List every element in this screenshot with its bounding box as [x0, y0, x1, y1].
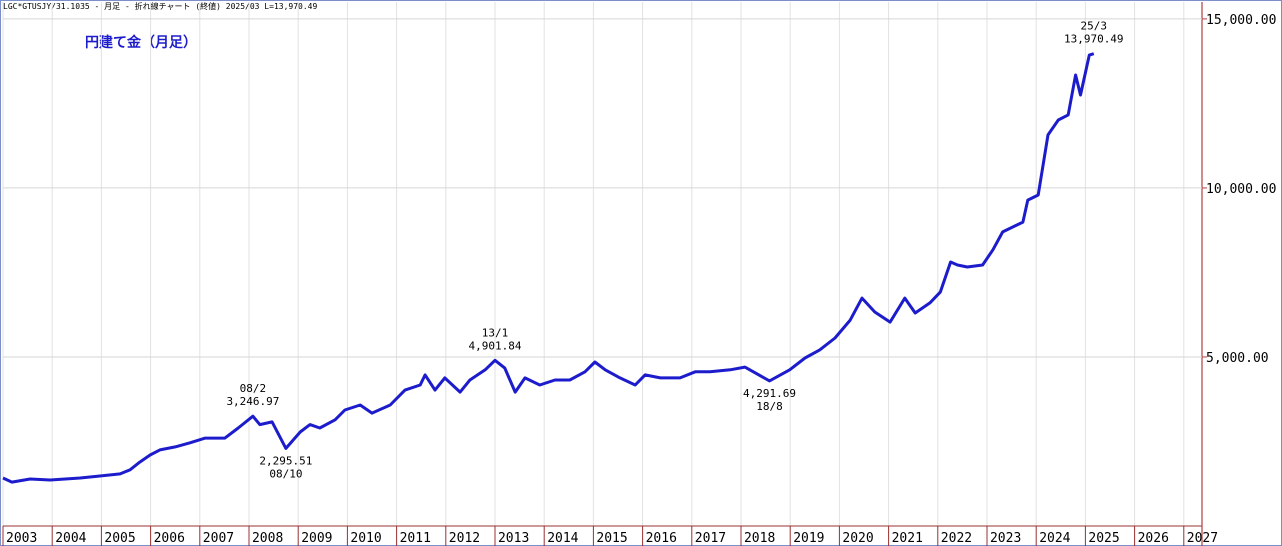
x-tick-label: 2026 [1138, 531, 1169, 546]
x-tick-label: 2004 [55, 531, 86, 546]
date-label: 13/1 [482, 326, 509, 339]
x-tick-label: 2010 [350, 531, 381, 546]
x-tick-label: 2015 [596, 531, 627, 546]
value-label: 4,291.69 [743, 387, 796, 400]
x-tick-label: 2020 [842, 531, 873, 546]
value-label: 3,246.97 [226, 395, 279, 408]
chart-header: LGC*GTUSJY/31.1035 - 月足 - 折れ線チャート (終値) 2… [3, 1, 317, 11]
date-label: 08/2 [240, 382, 267, 395]
x-tick-label: 2014 [547, 531, 578, 546]
x-tick-label: 2025 [1088, 531, 1119, 546]
x-tick-label: 2024 [1039, 531, 1070, 546]
date-label: 18/8 [756, 400, 783, 413]
x-tick-label: 2012 [449, 531, 480, 546]
value-label: 2,295.51 [259, 454, 312, 467]
y-tick-label: 15,000.00 [1206, 13, 1276, 28]
value-label: 13,970.49 [1064, 33, 1124, 46]
x-tick-label: 2013 [498, 531, 529, 546]
date-label: 08/10 [269, 467, 302, 480]
y-tick-label: 10,000.00 [1206, 182, 1276, 197]
y-tick-label: 5,000.00 [1206, 351, 1269, 366]
x-tick-label: 2023 [990, 531, 1021, 546]
value-label: 4,901.84 [469, 339, 522, 352]
x-tick-label: 2018 [744, 531, 775, 546]
x-tick-label: 2009 [301, 531, 332, 546]
price-line [2, 52, 1095, 484]
date-label: 25/3 [1081, 20, 1108, 33]
x-tick-label: 2008 [252, 531, 283, 546]
x-tick-label: 2022 [941, 531, 972, 546]
x-tick-label: 2003 [6, 531, 37, 546]
x-tick-label: 2006 [154, 531, 185, 546]
x-tick-label: 2016 [646, 531, 677, 546]
x-tick-label: 2017 [695, 531, 726, 546]
x-tick-label: 2019 [793, 531, 824, 546]
x-tick-label: 2007 [203, 531, 234, 546]
chart-title: 円建て金（月足） [85, 34, 197, 51]
x-tick-label: 2021 [892, 531, 923, 546]
x-tick-label: 2011 [400, 531, 431, 546]
x-tick-label: 2005 [104, 531, 135, 546]
